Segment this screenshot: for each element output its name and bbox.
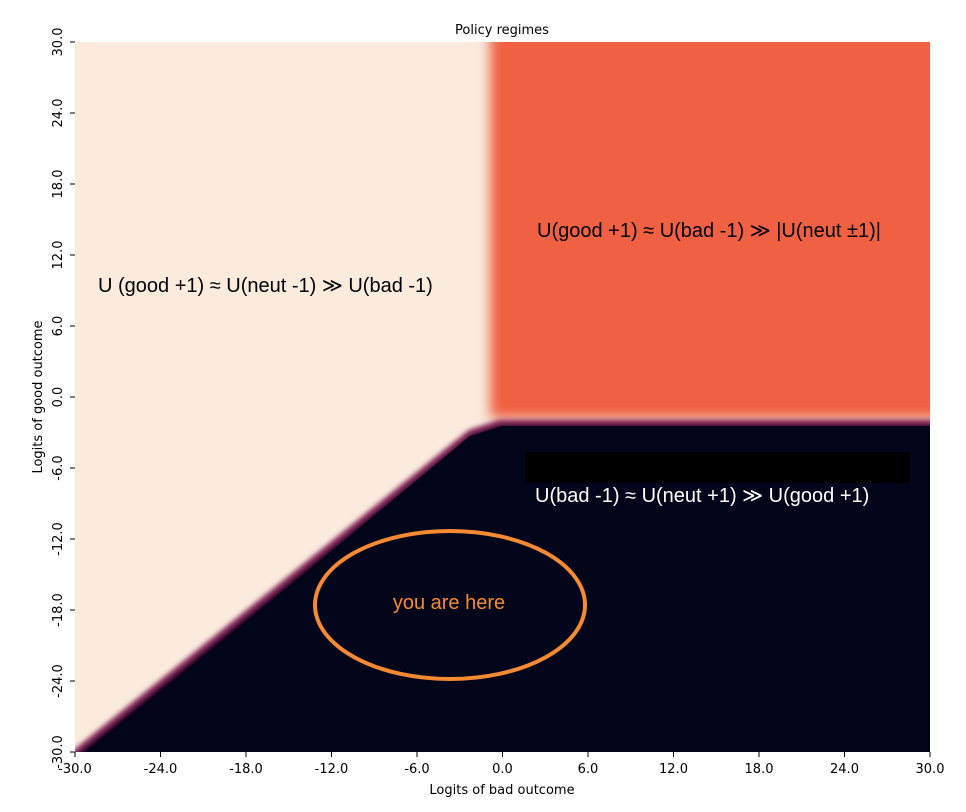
y-tick-label: -6.0 (51, 455, 66, 480)
x-tick-label: 18.0 (745, 762, 774, 777)
y-tick-label: -30.0 (51, 735, 66, 769)
y-tick-label: 30.0 (51, 28, 66, 57)
x-tick-label: 6.0 (578, 762, 599, 777)
x-tick-label: 24.0 (830, 762, 859, 777)
annotation: U(good +1) ≈ U(bad -1) ≫ |U(neut ±1)| (537, 220, 881, 242)
y-tick-label: 18.0 (51, 170, 66, 199)
y-tick-label: -18.0 (51, 593, 66, 627)
annotation: U(bad -1) ≈ U(neut +1) ≫ U(good +1) (535, 485, 869, 507)
x-tick-label: 0.0 (492, 762, 513, 777)
x-tick-label: -12.0 (315, 762, 349, 777)
x-axis-label: Logits of bad outcome (429, 783, 574, 798)
y-tick-label: 6.0 (51, 316, 66, 337)
x-tick-label: -24.0 (144, 762, 178, 777)
chart-title: Policy regimes (455, 23, 549, 38)
redaction (525, 452, 910, 483)
annotation: U (good +1) ≈ U(neut -1) ≫ U(bad -1) (98, 275, 433, 297)
y-tick-label: 12.0 (51, 241, 66, 270)
x-tick-label: 12.0 (659, 762, 688, 777)
region-orange (490, 42, 930, 418)
x-tick-label: -30.0 (58, 762, 92, 777)
annotation: you are here (393, 592, 505, 614)
y-tick-label: 0.0 (51, 387, 66, 408)
x-tick-label: -6.0 (404, 762, 429, 777)
y-tick-label: -12.0 (51, 522, 66, 556)
y-tick-label: 24.0 (51, 99, 66, 128)
y-axis-label: Logits of good outcome (31, 320, 46, 473)
y-tick-label: -24.0 (51, 664, 66, 698)
heatmap (75, 42, 930, 752)
x-tick-label: -18.0 (229, 762, 263, 777)
highlight-ellipse (313, 529, 587, 681)
x-tick-label: 30.0 (916, 762, 945, 777)
region-dark-core (89, 426, 930, 752)
